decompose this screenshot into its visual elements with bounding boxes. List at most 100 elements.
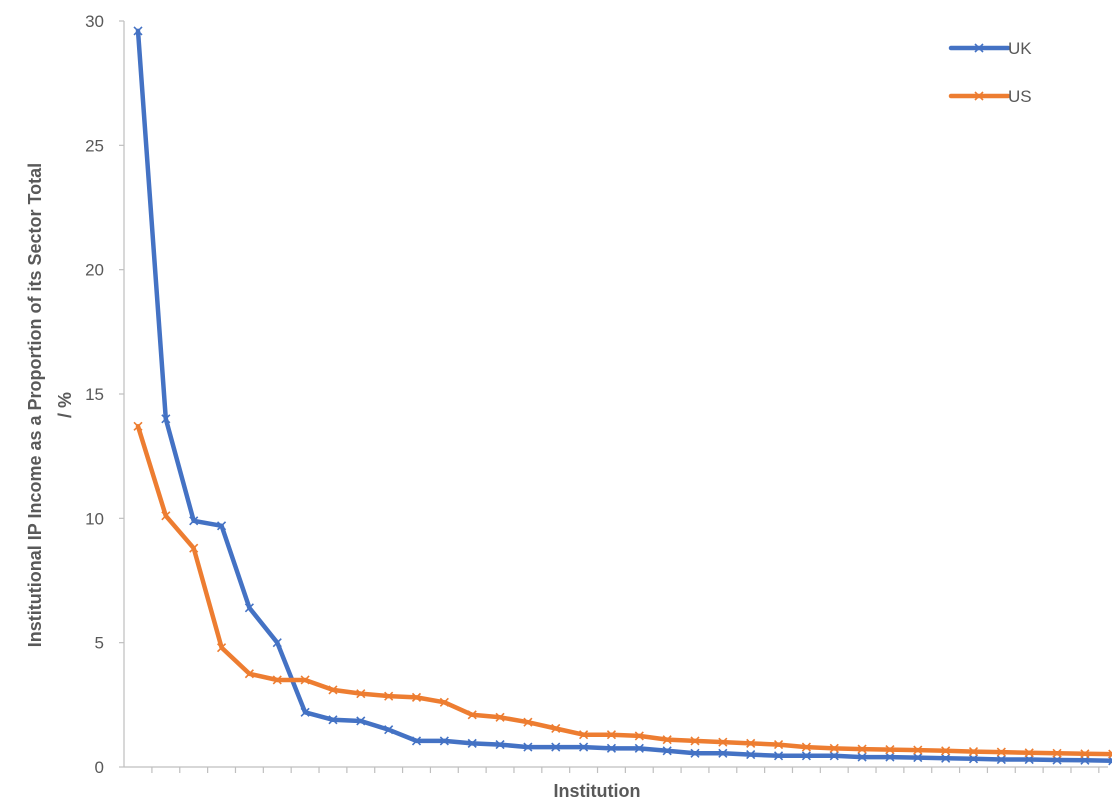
data-point-mark [968, 747, 979, 757]
data-point-uk [356, 716, 366, 726]
data-point-mark [216, 521, 227, 531]
data-point-uk [384, 725, 394, 735]
data-point-mark [606, 743, 617, 753]
data-point-uk [1108, 756, 1112, 766]
y-axis-title-line-1: Institutional IP Income as a Proportion … [25, 163, 45, 647]
data-point-us [216, 643, 227, 653]
y-axis-title-line-2: / % [55, 392, 75, 418]
data-point-mark [272, 638, 282, 648]
data-point-uk [467, 738, 477, 748]
data-point-us [384, 691, 394, 701]
data-point-us [467, 710, 477, 720]
data-point-mark [773, 751, 784, 761]
data-point-uk [300, 707, 310, 717]
data-point-mark [439, 736, 449, 746]
data-point-uk [523, 742, 533, 752]
data-point-us [551, 723, 561, 734]
legend-label-us: US [1008, 87, 1032, 106]
legend-marker [974, 91, 984, 101]
data-point-mark [133, 421, 143, 431]
series-us [133, 421, 1112, 759]
data-point-mark [829, 751, 839, 761]
x-axis-title: Institution [554, 781, 641, 801]
data-point-mark [746, 750, 756, 760]
data-point-uk [551, 742, 561, 752]
data-point-us [244, 669, 254, 679]
y-axis-ticks: 0 5 10 15 20 25 30 [85, 12, 124, 777]
data-point-mark [356, 689, 366, 699]
data-point-mark [996, 754, 1006, 765]
data-point-mark [1108, 749, 1112, 755]
legend-marker [974, 43, 984, 53]
data-point-uk [913, 752, 923, 763]
data-point-us [161, 511, 171, 521]
data-point-mark [690, 748, 700, 758]
data-point-mark [773, 740, 784, 750]
data-point-mark [634, 743, 644, 753]
data-point-uk [690, 748, 700, 758]
series-layer [133, 26, 1112, 766]
y-tick-label: 0 [95, 758, 104, 777]
data-point-mark [801, 742, 811, 752]
data-point-uk [579, 742, 589, 752]
data-point-uk [996, 754, 1006, 765]
data-point-mark [746, 738, 756, 748]
data-point-mark [662, 735, 672, 745]
data-point-uk [968, 754, 979, 764]
data-point-us [634, 731, 644, 741]
data-point-mark [579, 742, 589, 752]
legend-label-uk: UK [1008, 39, 1032, 58]
data-point-us [133, 421, 143, 431]
data-point-uk [1024, 754, 1034, 765]
data-point-us [662, 735, 672, 745]
data-point-mark [551, 723, 561, 734]
y-tick-label: 25 [85, 136, 104, 155]
data-point-mark [384, 691, 394, 701]
data-point-uk [495, 740, 505, 750]
data-point-us [300, 675, 310, 685]
data-point-mark [1108, 760, 1112, 766]
data-point-mark [634, 731, 644, 741]
data-point-uk [941, 753, 951, 763]
data-point-mark [801, 751, 811, 761]
data-point-us [913, 745, 923, 755]
data-point-mark [913, 752, 923, 763]
data-point-mark [829, 743, 839, 753]
data-point-mark [467, 738, 477, 748]
data-point-mark [662, 746, 672, 756]
data-point-us [941, 746, 951, 756]
data-point-mark [189, 543, 199, 553]
data-point-us [1052, 748, 1062, 758]
data-point-mark [356, 716, 366, 726]
data-point-mark [216, 643, 227, 653]
legend-item-us: US [948, 87, 1032, 106]
data-point-uk [328, 715, 338, 725]
legend-item-uk: UK [948, 39, 1032, 58]
data-point-mark [1052, 755, 1062, 765]
data-point-mark [328, 715, 338, 725]
data-point-mark [1080, 749, 1090, 759]
y-tick-label: 5 [95, 634, 104, 653]
data-point-mark [1080, 755, 1090, 765]
data-point-mark [718, 748, 728, 758]
data-point-us [1080, 749, 1090, 759]
data-point-mark [244, 603, 254, 613]
data-point-mark [1052, 748, 1062, 758]
data-point-mark [272, 675, 282, 685]
data-point-mark [690, 736, 700, 746]
data-point-us [579, 730, 589, 740]
data-point-us [495, 712, 505, 722]
data-point-mark [606, 730, 617, 740]
data-point-mark [467, 710, 477, 720]
data-point-us [356, 689, 366, 699]
legend: UK US [948, 39, 1032, 106]
data-point-uk [216, 521, 227, 531]
data-point-mark [857, 752, 867, 762]
data-point-uk [829, 751, 839, 761]
data-point-us [718, 737, 728, 747]
data-point-uk [244, 603, 254, 613]
data-point-uk [773, 751, 784, 761]
data-point-uk [161, 414, 171, 424]
data-point-mark [968, 754, 979, 764]
